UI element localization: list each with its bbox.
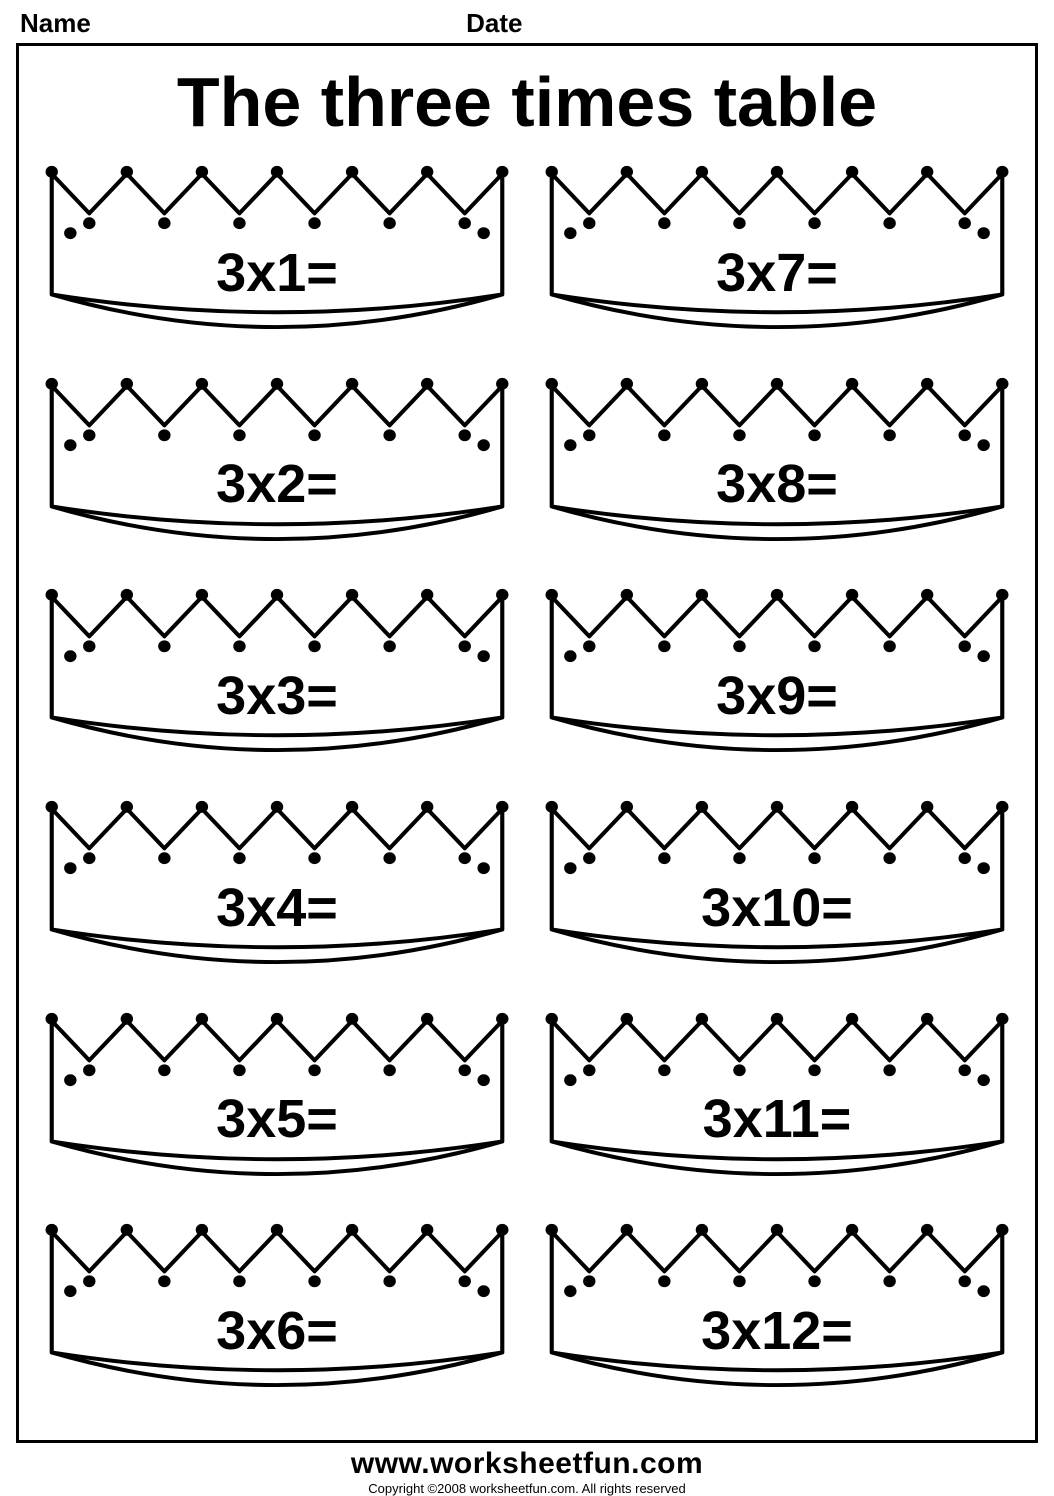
problem-text: 3x3= [216,665,338,727]
problem-text: 3x8= [716,453,838,515]
problem-text: 3x4= [216,877,338,939]
crown-cell: 3x11= [529,1003,1025,1211]
crown-cell: 3x1= [29,156,525,364]
crown-cell: 3x10= [529,791,1025,999]
problem-text: 3x5= [216,1088,338,1150]
problem-text: 3x1= [216,242,338,304]
footer-url: www.worksheetfun.com [0,1447,1054,1481]
date-label: Date [466,8,1034,39]
crown-cell: 3x9= [529,579,1025,787]
footer-copyright: Copyright ©2008 worksheetfun.com. All ri… [0,1481,1054,1496]
problem-text: 3x12= [701,1300,853,1362]
problem-text: 3x9= [716,665,838,727]
footer: www.worksheetfun.com Copyright ©2008 wor… [0,1447,1054,1496]
name-label: Name [20,8,466,39]
crown-cell: 3x12= [529,1214,1025,1422]
problem-text: 3x7= [716,242,838,304]
crown-cell: 3x7= [529,156,1025,364]
crown-cell: 3x5= [29,1003,525,1211]
crown-cell: 3x4= [29,791,525,999]
crown-cell: 3x8= [529,368,1025,576]
problem-text: 3x2= [216,453,338,515]
problem-text: 3x6= [216,1300,338,1362]
worksheet-frame: The three times table 3x1= 3x7= 3x2= 3x8… [16,43,1038,1443]
crown-cell: 3x6= [29,1214,525,1422]
problem-text: 3x10= [701,877,853,939]
crown-cell: 3x2= [29,368,525,576]
problems-grid: 3x1= 3x7= 3x2= 3x8= 3x3= 3x9= 3x4= 3x10=… [29,156,1025,1422]
worksheet-title: The three times table [29,62,1025,142]
header-row: Name Date [0,0,1054,39]
crown-cell: 3x3= [29,579,525,787]
problem-text: 3x11= [703,1088,852,1150]
